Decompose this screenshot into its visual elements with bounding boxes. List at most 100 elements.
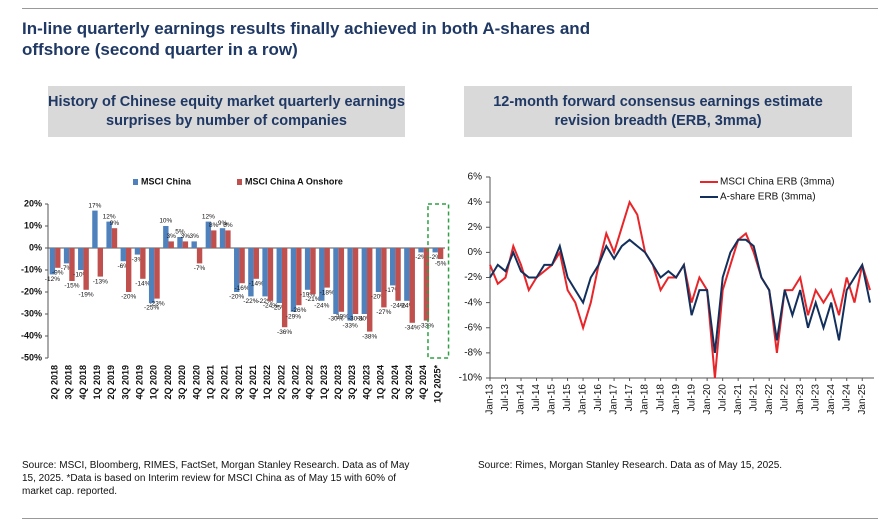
data-label: -24% xyxy=(314,303,329,310)
x-tick-label: 2Q 2018 xyxy=(49,365,59,400)
x-tick-label: Jan-21 xyxy=(733,384,744,415)
bar xyxy=(97,248,104,277)
line-series xyxy=(489,238,871,354)
x-tick-label: 1Q 2019 xyxy=(92,365,102,400)
data-label: 5% xyxy=(175,229,185,236)
x-tick-label: 1Q 2024 xyxy=(376,365,386,400)
data-label: -25% xyxy=(272,305,287,312)
x-tick-label: 1Q 2022 xyxy=(262,365,272,400)
bar xyxy=(304,248,311,290)
bar xyxy=(106,221,112,248)
legend-swatch xyxy=(133,179,138,185)
x-tick-label: Jan-23 xyxy=(795,384,806,415)
x-tick-label: Jul-13 xyxy=(500,384,511,412)
data-label: 8% xyxy=(223,222,233,229)
top-rule xyxy=(22,8,878,9)
bar xyxy=(409,248,415,323)
bar xyxy=(290,248,297,312)
bar xyxy=(163,226,169,248)
x-tick-label: 2Q 2022 xyxy=(276,365,286,400)
bar xyxy=(333,248,339,314)
bar xyxy=(404,248,410,301)
data-label: -33% xyxy=(419,322,434,329)
data-label: -20% xyxy=(229,294,244,301)
x-tick-label: Jul-24 xyxy=(841,384,852,412)
data-label: 9% xyxy=(218,220,228,227)
data-label: -27% xyxy=(376,309,391,316)
data-label: -29% xyxy=(286,314,301,321)
data-label: -16% xyxy=(235,285,250,292)
bar xyxy=(120,248,126,262)
data-label: -30% xyxy=(357,316,372,323)
data-label: -7% xyxy=(194,265,206,272)
x-tick-label: 3Q 2021 xyxy=(234,365,244,400)
right-chart-title: 12-month forward consensus earnings esti… xyxy=(464,86,852,137)
data-label: -15% xyxy=(64,283,79,290)
bar xyxy=(55,248,61,268)
y-tick-label: -6% xyxy=(464,322,482,333)
data-label: -14% xyxy=(135,281,150,288)
x-tick-label: 4Q 2024 xyxy=(418,365,428,400)
x-tick-label: Jul-15 xyxy=(562,384,573,412)
y-tick-label: 0% xyxy=(468,247,483,258)
x-tick-label: Jul-14 xyxy=(531,384,542,412)
data-label: -20% xyxy=(371,294,386,301)
y-tick-label: -2% xyxy=(464,272,482,283)
x-tick-label: Jan-22 xyxy=(764,384,775,415)
legend-label: MSCI China A Onshore xyxy=(245,176,343,186)
x-tick-label: Jan-14 xyxy=(516,384,527,415)
bar xyxy=(276,248,282,303)
x-tick-label: 4Q 2022 xyxy=(305,365,315,400)
x-tick-label: 3Q 2018 xyxy=(64,365,74,400)
data-label: -13% xyxy=(93,278,108,285)
data-label: 3% xyxy=(167,233,177,240)
bar xyxy=(168,241,174,248)
y-tick-label: 2% xyxy=(468,222,483,233)
y-tick-label: -20% xyxy=(21,286,42,296)
x-tick-label: Jul-16 xyxy=(593,384,604,412)
x-tick-label: 4Q 2018 xyxy=(78,365,88,400)
y-tick-label: 6% xyxy=(468,172,483,183)
bar xyxy=(83,248,89,290)
x-tick-label: 1Q 2020 xyxy=(149,365,159,400)
x-tick-label: 3Q 2022 xyxy=(291,365,301,400)
bar xyxy=(381,248,387,308)
data-label: -7% xyxy=(61,265,73,272)
data-label: 3% xyxy=(189,233,199,240)
data-label: -3% xyxy=(132,256,144,263)
y-tick-label: -40% xyxy=(21,330,42,340)
y-tick-label: -30% xyxy=(21,308,42,318)
bar xyxy=(347,248,353,321)
bar xyxy=(267,248,274,301)
bar xyxy=(78,248,84,270)
x-tick-label: Jan-19 xyxy=(671,384,682,415)
data-label: -30% xyxy=(328,316,343,323)
data-label: 8% xyxy=(209,222,219,229)
y-tick-label: -8% xyxy=(464,348,482,359)
x-tick-label: Jan-13 xyxy=(485,384,496,415)
bar xyxy=(248,248,254,297)
y-tick-label: -50% xyxy=(21,352,42,362)
x-tick-label: 3Q 2020 xyxy=(177,365,187,400)
data-label: -14% xyxy=(249,281,264,288)
y-tick-label: -10% xyxy=(21,264,42,274)
x-tick-label: 4Q 2019 xyxy=(135,365,145,400)
x-tick-label: 4Q 2021 xyxy=(248,365,258,400)
x-tick-label: 3Q 2024 xyxy=(404,365,414,400)
legend-label: MSCI China ERB (3mma) xyxy=(720,177,834,188)
data-label: -2% xyxy=(429,254,441,261)
bar xyxy=(63,248,70,264)
bar xyxy=(154,248,160,299)
x-tick-label: 3Q 2019 xyxy=(120,365,130,400)
x-tick-label: 2Q 2024 xyxy=(390,365,400,400)
data-label: 10% xyxy=(159,218,172,225)
data-label: -9% xyxy=(52,270,64,277)
bar xyxy=(225,230,231,248)
legend-swatch xyxy=(237,179,242,185)
bar xyxy=(211,230,217,248)
data-label: -22% xyxy=(243,298,258,305)
page-title: In-line quarterly earnings results final… xyxy=(22,19,591,59)
data-label: -34% xyxy=(405,325,420,332)
data-label: 12% xyxy=(103,213,116,220)
bar xyxy=(69,248,75,281)
